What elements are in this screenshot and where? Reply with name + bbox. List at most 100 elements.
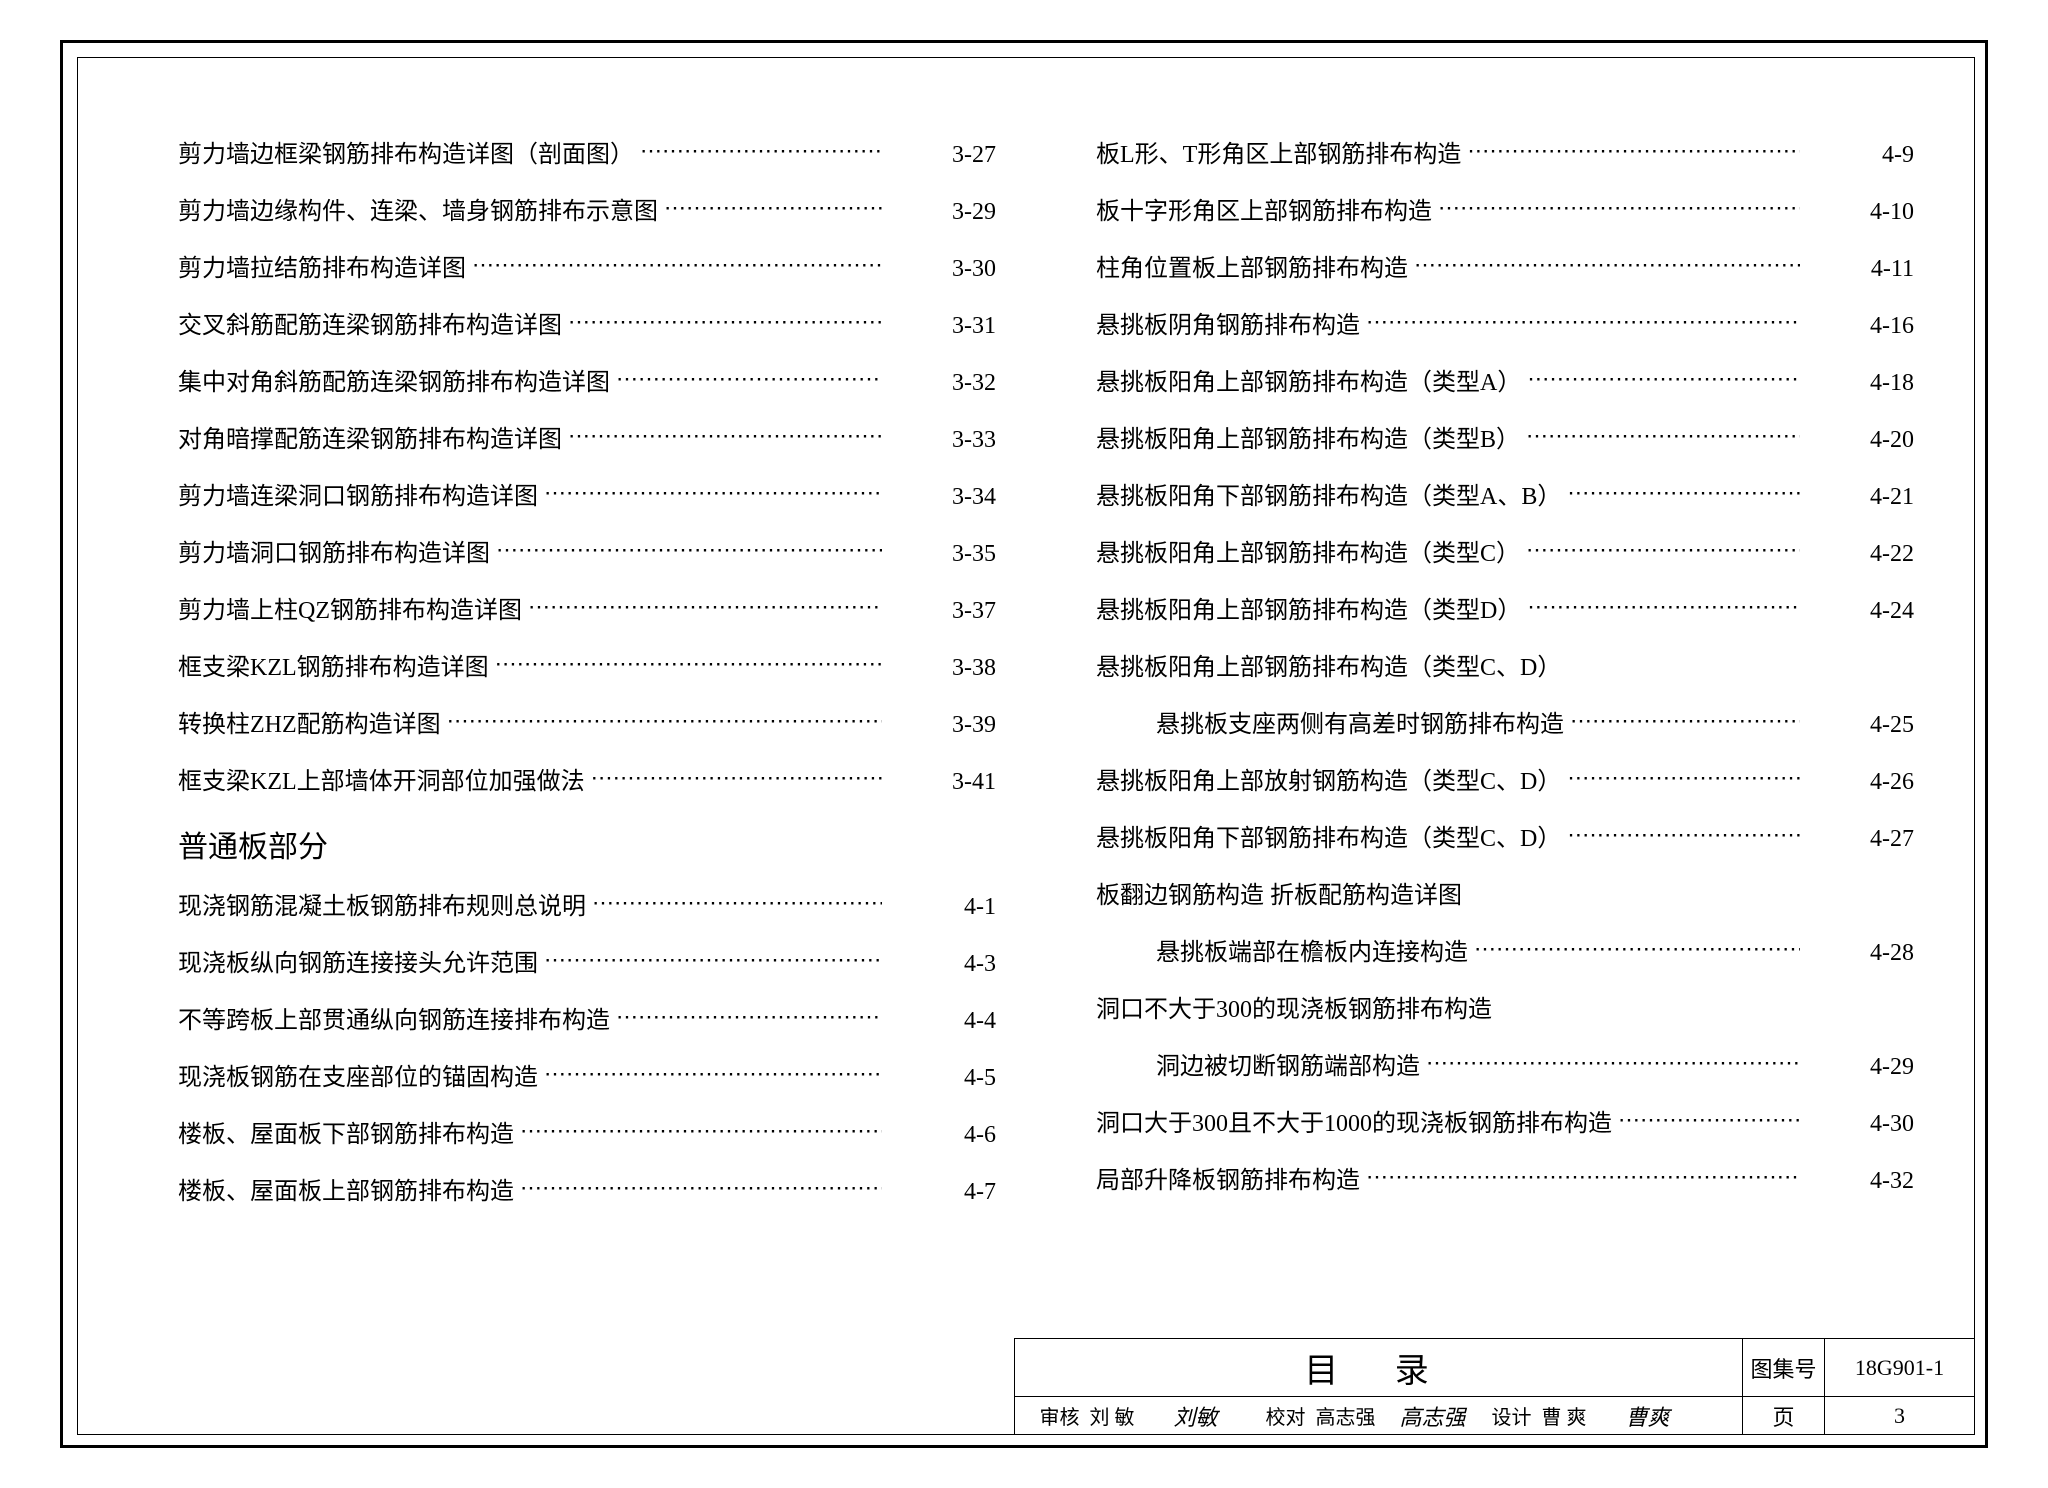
toc-entry-page: 3-35	[888, 542, 996, 566]
toc-entry-page: 4-21	[1806, 485, 1914, 509]
page-value: 3	[1824, 1396, 1974, 1434]
toc-entry-label: 框支梁KZL上部墙体开洞部位加强做法	[178, 770, 585, 794]
toc-entry: 交叉斜筋配筋连梁钢筋排布构造详图3-31	[178, 309, 996, 338]
toc-entry: 剪力墙洞口钢筋排布构造详图3-35	[178, 537, 996, 566]
toc-leader-dots	[544, 1061, 882, 1085]
toc-leader-dots	[1414, 252, 1800, 276]
toc-entry-page: 3-39	[888, 713, 996, 737]
toc-entry: 现浇钢筋混凝土板钢筋排布规则总说明 4-1	[178, 890, 996, 919]
toc-entry-page: 3-30	[888, 257, 996, 281]
toc-leader-dots	[1570, 708, 1800, 732]
toc-leader-dots	[1567, 480, 1800, 504]
toc-entry-label: 悬挑板阳角上部钢筋排布构造（类型C）	[1096, 542, 1520, 566]
toc-leader-dots	[496, 537, 882, 561]
toc-entry-page: 3-27	[888, 143, 996, 167]
toc-leader-dots	[640, 138, 882, 162]
toc-entry-label: 悬挑板阳角上部放射钢筋构造（类型C、D）	[1096, 770, 1561, 794]
toc-leader-dots	[592, 890, 882, 914]
toc-entry: 板十字形角区上部钢筋排布构造 4-10	[1096, 195, 1914, 224]
toc-entry-label: 悬挑板阴角钢筋排布构造	[1096, 314, 1360, 338]
toc-leader-dots	[1527, 366, 1800, 390]
toc-entry-label: 剪力墙边框梁钢筋排布构造详图（剖面图）	[178, 143, 634, 167]
toc-entry-page: 4-30	[1806, 1112, 1914, 1136]
toc-leader-dots	[1438, 195, 1800, 219]
toc-entry: 不等跨板上部贯通纵向钢筋连接排布构造4-4	[178, 1004, 996, 1033]
toc-entry-page: 3-31	[888, 314, 996, 338]
toc-leader-dots	[1527, 594, 1800, 618]
atlas-number-value: 18G901-1	[1824, 1338, 1974, 1396]
toc-entry: 悬挑板阳角上部钢筋排布构造（类型D）4-24	[1096, 594, 1914, 623]
toc-leader-dots	[1366, 1164, 1800, 1188]
page-label: 页	[1742, 1396, 1824, 1434]
toc-right-column: 板L形、T形角区上部钢筋排布构造4-9板十字形角区上部钢筋排布构造4-10柱角位…	[1096, 138, 1914, 1232]
toc-leader-dots	[1426, 1050, 1800, 1074]
toc-entry-page: 4-26	[1806, 770, 1914, 794]
toc-leader-dots	[520, 1175, 882, 1199]
signature-strip: 审核 刘 敏 刘敏 校对 高志强 高志强 设计 曹 爽 曹爽	[1014, 1396, 1742, 1434]
toc-entry-label: 剪力墙拉结筋排布构造详图	[178, 257, 466, 281]
toc-entry-page: 4-22	[1806, 542, 1914, 566]
toc-entry: 悬挑板阴角钢筋排布构造 4-16	[1096, 309, 1914, 338]
audit-label: 审核	[1040, 1401, 1090, 1430]
toc-entry-page: 4-18	[1806, 371, 1914, 395]
toc-entry-label: 现浇板钢筋在支座部位的锚固构造	[178, 1066, 538, 1090]
toc-entry: 悬挑板阳角上部钢筋排布构造（类型C） 4-22	[1096, 537, 1914, 566]
toc-leader-dots	[1618, 1107, 1800, 1131]
check-label: 校对	[1266, 1401, 1316, 1430]
toc-entry-label: 集中对角斜筋配筋连梁钢筋排布构造详图	[178, 371, 610, 395]
toc-entry: 局部升降板钢筋排布构造 4-32	[1096, 1164, 1914, 1193]
toc-entry-label: 现浇钢筋混凝土板钢筋排布规则总说明	[178, 895, 586, 919]
atlas-number-label: 图集号	[1742, 1338, 1824, 1396]
toc-entry: 剪力墙连梁洞口钢筋排布构造详图3-34	[178, 480, 996, 509]
toc-entry: 剪力墙边框梁钢筋排布构造详图（剖面图） 3-27	[178, 138, 996, 167]
toc-entry-label: 悬挑板阳角下部钢筋排布构造（类型A、B）	[1096, 485, 1561, 509]
toc-entry-label: 楼板、屋面板上部钢筋排布构造	[178, 1180, 514, 1204]
toc-entry-label: 转换柱ZHZ配筋构造详图	[178, 713, 441, 737]
toc-entry-page: 4-4	[888, 1009, 996, 1033]
check-name: 高志强	[1316, 1401, 1400, 1430]
toc-entry-page: 4-25	[1806, 713, 1914, 737]
toc-leader-dots	[1526, 423, 1800, 447]
check-signature: 高志强	[1400, 1400, 1492, 1432]
toc-entry-label: 剪力墙边缘构件、连梁、墙身钢筋排布示意图	[178, 200, 658, 224]
toc-leader-dots	[544, 947, 882, 971]
toc-entry-page: 4-16	[1806, 314, 1914, 338]
toc-entry-label: 现浇板纵向钢筋连接接头允许范围	[178, 952, 538, 976]
toc-entry-label: 板翻边钢筋构造 折板配筋构造详图	[1096, 884, 1462, 908]
toc-entry-page: 4-32	[1806, 1169, 1914, 1193]
toc-entry-page: 4-27	[1806, 827, 1914, 851]
toc-leader-dots	[1567, 765, 1800, 789]
toc-entry: 洞口不大于300的现浇板钢筋排布构造	[1096, 993, 1914, 1022]
drawing-frame-inner: 剪力墙边框梁钢筋排布构造详图（剖面图） 3-27 剪力墙边缘构件、连梁、墙身钢筋排布…	[77, 57, 1975, 1435]
toc-entry-page: 3-29	[888, 200, 996, 224]
toc-entry: 柱角位置板上部钢筋排布构造4-11	[1096, 252, 1914, 281]
toc-entry: 框支梁KZL上部墙体开洞部位加强做法 3-41	[178, 765, 996, 794]
toc-entry: 悬挑板阳角下部钢筋排布构造（类型C、D）4-27	[1096, 822, 1914, 851]
audit-signature: 刘敏	[1174, 1400, 1266, 1432]
toc-leader-dots	[528, 594, 882, 618]
toc-leader-dots	[664, 195, 882, 219]
toc-leader-dots	[1526, 537, 1800, 561]
toc-entry-page: 4-7	[888, 1180, 996, 1204]
section-heading: 普通板部分	[178, 822, 996, 866]
toc-entry: 楼板、屋面板下部钢筋排布构造4-6	[178, 1118, 996, 1147]
toc-entry-page: 3-37	[888, 599, 996, 623]
toc-entry-page: 4-28	[1806, 941, 1914, 965]
toc-entry: 板翻边钢筋构造 折板配筋构造详图	[1096, 879, 1914, 908]
toc-entry: 楼板、屋面板上部钢筋排布构造 4-7	[178, 1175, 996, 1204]
design-name: 曹 爽	[1542, 1401, 1626, 1430]
toc-entry-page: 4-1	[888, 895, 996, 919]
toc-entry-label: 柱角位置板上部钢筋排布构造	[1096, 257, 1408, 281]
toc-entry-page: 3-41	[888, 770, 996, 794]
toc-entry: 悬挑板支座两侧有高差时钢筋排布构造4-25	[1096, 708, 1914, 737]
toc-entry: 悬挑板阳角上部钢筋排布构造（类型B）4-20	[1096, 423, 1914, 452]
toc-leader-dots	[520, 1118, 882, 1142]
toc-entry-label: 局部升降板钢筋排布构造	[1096, 1169, 1360, 1193]
toc-entry: 对角暗撑配筋连梁钢筋排布构造详图3-33	[178, 423, 996, 452]
toc-entry-label: 板十字形角区上部钢筋排布构造	[1096, 200, 1432, 224]
toc-entry-label: 对角暗撑配筋连梁钢筋排布构造详图	[178, 428, 562, 452]
toc-entry-page: 4-10	[1806, 200, 1914, 224]
toc-leader-dots	[472, 252, 882, 276]
title-block: 目 录 图集号 18G901-1 审核 刘 敏 刘敏 校对 高志强 高志强 设计…	[1014, 1338, 1974, 1434]
toc-entry-label: 板L形、T形角区上部钢筋排布构造	[1096, 143, 1461, 167]
